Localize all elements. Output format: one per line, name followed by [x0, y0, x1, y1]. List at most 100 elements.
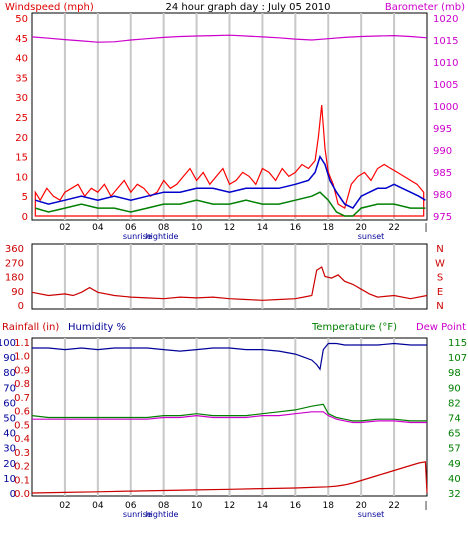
wind-panel-sun-marker: hightide: [146, 232, 179, 241]
humidity-panel-x-tick: 06: [125, 501, 137, 511]
humidity-panel-x-tick: 10: [191, 501, 203, 511]
humidity-y-tick: 0: [10, 489, 16, 500]
humidity-panel-x-tick: 02: [59, 501, 70, 511]
barometer-y-tick: 985: [433, 168, 452, 179]
humidity-panel-x-tick: 20: [355, 501, 367, 511]
temperature-y-tick: 57: [448, 444, 461, 455]
wind-y-tick: 10: [15, 172, 28, 183]
barometer-y-tick: 975: [433, 212, 452, 223]
rainfall-y-tick: 0.2: [14, 462, 30, 473]
wind-panel-sun-marker: sunrise: [123, 232, 152, 241]
humidity-y-tick: 80: [3, 368, 16, 379]
direction-y-tick: 0: [18, 301, 24, 312]
rainfall-axis-label: Rainfall (in): [2, 322, 59, 333]
wind-panel-x-end-mark: |: [424, 223, 427, 233]
wind-panel-x-tick: 14: [257, 223, 269, 233]
humidity-y-tick: 100: [0, 338, 16, 349]
wind-y-tick: 5: [22, 192, 28, 203]
direction-compass-label: W: [435, 258, 445, 269]
direction-compass-label: N: [436, 244, 443, 255]
humidity-panel-x-tick: 08: [158, 501, 170, 511]
barometer-y-tick: 990: [433, 146, 452, 157]
temperature-y-tick: 65: [448, 429, 461, 440]
wind-panel-x-tick: 10: [191, 223, 203, 233]
barometer-y-tick: 1020: [433, 14, 458, 25]
temperature-y-tick: 90: [448, 383, 461, 394]
wind-low-series-line: [35, 191, 426, 217]
humidity-panel-x-end-mark: |: [424, 501, 427, 511]
temperature-y-tick: 40: [448, 474, 461, 485]
wind-y-tick: 50: [15, 14, 28, 25]
rainfall-y-tick: 0.3: [14, 448, 30, 459]
direction-compass-label: N: [436, 301, 443, 312]
barometer-y-tick: 1000: [433, 102, 458, 113]
humidity-y-tick: 50: [3, 414, 16, 425]
rainfall-y-tick: 0.1: [14, 475, 30, 486]
wind-direction-series-line: [31, 266, 428, 301]
temperature-y-tick: 74: [448, 414, 461, 425]
rainfall-y-tick: 0.9: [14, 365, 30, 376]
dewpoint-axis-label: Dew Point: [416, 322, 466, 333]
barometer-axis-label: Barometer (mb): [385, 2, 465, 13]
wind-panel-sun-marker: sunset: [358, 232, 385, 241]
wind-panel-x-tick: 18: [323, 223, 335, 233]
wind-panel-x-tick: 06: [125, 223, 137, 233]
rainfall-y-tick: 0.8: [14, 379, 30, 390]
rainfall-y-tick: 0.5: [14, 420, 30, 431]
humidity-panel-sun-marker: hightide: [146, 510, 179, 519]
humidity-panel-x-tick: 16: [290, 501, 302, 511]
humidity-y-tick: 30: [3, 444, 16, 455]
rainfall-y-tick: 1.1: [14, 338, 30, 349]
humidity-y-tick: 70: [3, 383, 16, 394]
humidity-panel-x-tick: 18: [323, 501, 335, 511]
barometer-y-tick: 1015: [433, 36, 458, 47]
wind-y-tick: 40: [15, 54, 28, 65]
rainfall-series-line: [31, 461, 428, 494]
temperature-axis-label: Temperature (°F): [311, 322, 397, 333]
wind-y-tick: 0: [22, 212, 28, 223]
wind-y-tick: 20: [15, 133, 28, 144]
wind-y-tick: 15: [15, 153, 28, 164]
temperature-y-tick: 82: [448, 398, 461, 409]
temperature-series-line: [31, 403, 427, 422]
rainfall-y-tick: 0.7: [14, 393, 30, 404]
direction-y-tick: 90: [11, 287, 24, 298]
gust-series-line: [34, 105, 425, 217]
direction-y-tick: 270: [5, 258, 24, 269]
rainfall-y-tick: 0.4: [14, 434, 30, 445]
humidity-y-tick: 10: [3, 474, 16, 485]
humidity-y-tick: 60: [3, 398, 16, 409]
barometer-y-tick: 1005: [433, 80, 458, 91]
barometer-series-line: [31, 34, 428, 43]
humidity-axis-label: Humidity %: [68, 322, 126, 333]
wind-y-tick: 45: [15, 34, 28, 45]
wind-y-tick: 25: [15, 113, 28, 124]
wind-panel-x-tick: 04: [92, 223, 104, 233]
wind-axis-label: Windspeed (mph): [5, 2, 94, 13]
wind-panel-x-tick: 08: [158, 223, 170, 233]
wind-panel-x-tick: 20: [355, 223, 367, 233]
direction-compass-label: E: [437, 287, 443, 298]
temperature-y-tick: 32: [448, 489, 461, 500]
humidity-panel-x-tick: 14: [257, 501, 269, 511]
humidity-y-tick: 20: [3, 459, 16, 470]
chart-title: 24 hour graph day : July 05 2010: [165, 2, 330, 13]
humidity-panel-x-tick: 22: [388, 501, 399, 511]
humidity-y-tick: 90: [3, 353, 16, 364]
wind-average-series-line: [35, 154, 426, 210]
barometer-y-tick: 995: [433, 124, 452, 135]
wind-panel-x-tick: 02: [59, 223, 70, 233]
temperature-y-tick: 98: [448, 368, 461, 379]
humidity-panel-x-tick: 12: [224, 501, 235, 511]
rainfall-y-tick: 0.0: [14, 489, 30, 500]
humidity-panel-sun-marker: sunset: [358, 510, 385, 519]
wind-y-tick: 35: [15, 73, 28, 84]
barometer-y-tick: 980: [433, 190, 452, 201]
direction-y-tick: 360: [5, 244, 24, 255]
temperature-y-tick: 49: [448, 459, 461, 470]
dewpoint-series-line: [32, 411, 427, 424]
humidity-series-line: [32, 342, 427, 371]
wind-panel-x-tick: 16: [290, 223, 302, 233]
